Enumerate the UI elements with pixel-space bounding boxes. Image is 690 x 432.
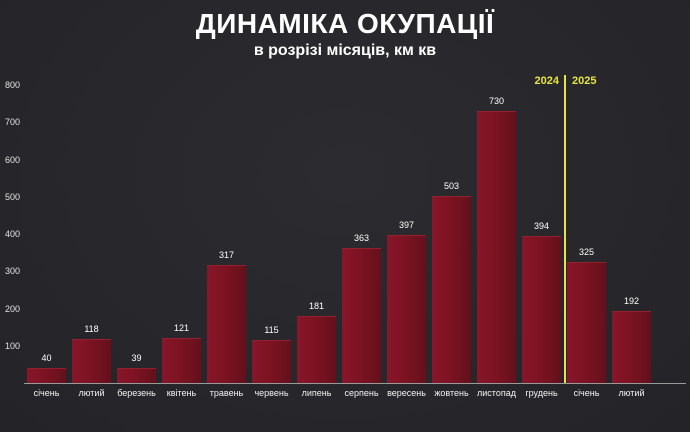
- bar-value-label: 40: [41, 353, 52, 364]
- bar: [297, 315, 336, 383]
- y-tick-label: 800: [4, 80, 20, 90]
- x-tick-label: липень: [301, 388, 332, 398]
- x-tick-label: листопад: [477, 388, 516, 398]
- x-tick-label: травень: [209, 388, 244, 398]
- bar-value-label: 118: [84, 324, 99, 335]
- bar-value-label: 730: [488, 96, 505, 107]
- x-tick-label: серпень: [344, 388, 379, 398]
- x-tick-label: жовтень: [434, 388, 469, 398]
- bar-slot: 192: [609, 85, 654, 383]
- bar: [387, 235, 426, 383]
- y-tick-label: 200: [4, 303, 20, 314]
- bar-slot: 40: [24, 85, 69, 383]
- bar: [252, 340, 291, 383]
- bar-value-label: 317: [218, 249, 235, 260]
- bar-slot: 325: [564, 85, 609, 383]
- bar-slot: 115: [249, 85, 294, 383]
- bar-value-label: 115: [264, 325, 279, 336]
- bar-chart: 40 118 39 121 317 115 181 363 397 503 730 394 325 192…: [24, 75, 686, 384]
- bar: [567, 261, 606, 383]
- bar: [612, 311, 651, 383]
- x-tick-label: січень: [33, 388, 60, 398]
- x-tick-label: лютий: [618, 388, 645, 398]
- x-tick-label: вересень: [387, 388, 426, 398]
- chart-subtitle: в розрізі місяців, км кв: [253, 42, 437, 59]
- bar: [522, 236, 561, 383]
- year-label-right: 2025: [572, 75, 597, 87]
- y-tick-label: 700: [4, 117, 20, 128]
- bar-value-label: 394: [533, 221, 550, 232]
- bar-slot: 503: [429, 85, 474, 383]
- bar: [342, 247, 381, 383]
- bar: [432, 195, 471, 383]
- x-axis-line: [24, 383, 686, 384]
- bar: [207, 264, 246, 383]
- year-label-left: 2024: [534, 75, 559, 87]
- y-tick-label: 400: [4, 229, 20, 239]
- x-tick-label: січень: [573, 388, 600, 398]
- x-tick-label: квітень: [166, 388, 197, 398]
- x-tick-label: грудень: [525, 388, 558, 398]
- bar-slot: 181: [294, 85, 339, 383]
- bar-slot: 730: [474, 85, 519, 383]
- x-axis: січень лютий березень квітень травень червень…: [24, 388, 654, 398]
- bar-slot: 118: [69, 85, 114, 383]
- bar: [162, 337, 201, 383]
- bar-slot: 121: [159, 85, 204, 383]
- bar: [477, 111, 516, 383]
- y-axis: 100 200 300 400 500 600 700 800: [0, 80, 20, 383]
- bar: [72, 339, 111, 383]
- bar-slot: 39: [114, 85, 159, 383]
- bar-value-label: 192: [623, 296, 640, 307]
- x-tick-label: березень: [117, 388, 156, 398]
- bars-area: 40 118 39 121 317 115 181 363 397 503 730 394 325 192: [24, 85, 654, 383]
- x-tick-label: лютий: [78, 388, 105, 398]
- year-divider-line: [564, 75, 566, 383]
- y-tick-label: 300: [4, 266, 20, 277]
- bar: [117, 368, 156, 383]
- y-tick-label: 500: [4, 191, 20, 202]
- y-tick-label: 100: [4, 340, 20, 351]
- bar-value-label: 39: [131, 353, 142, 364]
- y-tick-label: 600: [4, 154, 20, 165]
- bar: [27, 368, 66, 383]
- bar-value-label: 121: [173, 322, 190, 333]
- bar-value-label: 503: [443, 180, 460, 191]
- x-tick-label: червень: [254, 388, 289, 398]
- bar-value-label: 363: [353, 232, 370, 243]
- bar-value-label: 325: [578, 246, 595, 257]
- chart-title: ДИНАМІКА ОКУПАЦІЇ: [195, 8, 495, 39]
- bar-value-label: 397: [398, 220, 415, 231]
- bar-slot: 363: [339, 85, 384, 383]
- bar-slot: 317: [204, 85, 249, 383]
- bar-slot: 397: [384, 85, 429, 383]
- bar-value-label: 181: [308, 300, 325, 311]
- bar-slot: 394: [519, 85, 564, 383]
